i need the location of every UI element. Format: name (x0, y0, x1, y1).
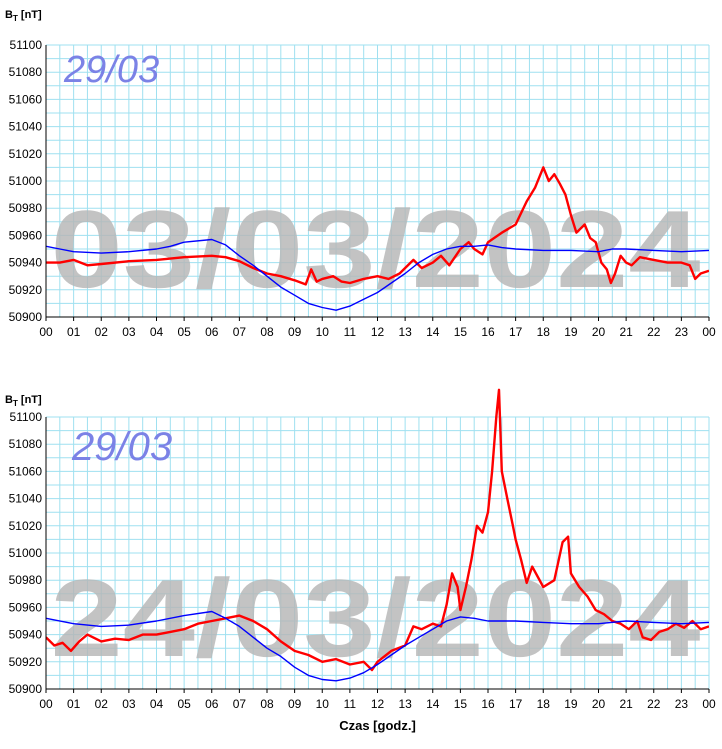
x-tick-label: 14 (426, 697, 440, 711)
x-tick-label: 11 (344, 697, 357, 711)
y-tick-label: 51000 (9, 546, 43, 560)
gridlines (45, 44, 710, 318)
x-tick-label: 01 (67, 325, 81, 339)
chart-panel-1: 03/03/2024 29/03 50900 50920 50940 50960 50980… (5, 9, 716, 339)
x-tick-label: 21 (619, 697, 633, 711)
series-group (46, 388, 709, 682)
y-tick-label: 50980 (9, 573, 43, 587)
series-line-red (46, 166, 709, 286)
y-tick-label: 50940 (9, 628, 43, 642)
x-tick-label: 07 (233, 697, 247, 711)
date-stamp: 29/03 (71, 425, 172, 469)
x-tick-label: 23 (675, 325, 689, 339)
x-tick-label: 18 (537, 697, 551, 711)
x-tick-label: 18 (537, 325, 551, 339)
x-tick-label: 09 (288, 325, 302, 339)
x-tick-label: 07 (233, 325, 247, 339)
x-tick-label: 10 (316, 325, 330, 339)
x-tick-label: 22 (647, 325, 661, 339)
y-tick-label: 50920 (9, 655, 43, 669)
y-tick-label: 51040 (9, 120, 43, 134)
x-tick-label: 03 (122, 697, 136, 711)
x-tick-label: 19 (564, 325, 578, 339)
x-tick-label: 10 (316, 697, 330, 711)
date-stamp: 29/03 (63, 49, 159, 91)
x-tick-label: 00 (39, 325, 53, 339)
x-tick-label: 11 (344, 325, 357, 339)
y-axis-label: BT [nT] (5, 9, 42, 23)
series-line-blue (46, 238, 709, 311)
x-tick-label: 21 (619, 325, 633, 339)
y-axis-label: BT [nT] (5, 394, 42, 408)
y-tick-label: 50940 (9, 256, 43, 270)
y-tick-label: 51060 (9, 464, 43, 478)
y-tick-label: 51020 (9, 519, 43, 533)
x-tick-label: 08 (260, 697, 274, 711)
y-tick-label: 51100 (10, 410, 43, 424)
x-tick-label: 05 (177, 325, 191, 339)
y-tick-label: 51040 (9, 492, 43, 506)
y-tick-label: 50920 (9, 283, 43, 297)
x-tick-label: 03 (122, 325, 136, 339)
x-tick-label: 12 (371, 325, 385, 339)
y-tick-label: 51080 (9, 437, 43, 451)
y-tick-label: 50960 (9, 228, 43, 242)
x-tick-label: 00 (702, 325, 716, 339)
x-tick-label: 17 (509, 697, 523, 711)
x-tick-label: 23 (675, 697, 689, 711)
x-tick-label: 13 (398, 325, 412, 339)
x-tick-label: 17 (509, 325, 523, 339)
x-tick-label: 01 (67, 697, 81, 711)
x-tick-label: 09 (288, 697, 302, 711)
x-tick-label: 16 (481, 697, 495, 711)
y-tick-label: 51080 (9, 65, 43, 79)
y-tick-label: 51020 (9, 147, 43, 161)
x-axis-label: Czas [godz.] (339, 718, 416, 733)
date-watermark: 24/03/2024 (51, 557, 701, 680)
date-watermark: 03/03/2024 (51, 188, 701, 311)
x-tick-label: 19 (564, 697, 578, 711)
gridlines (45, 416, 710, 690)
y-tick-label: 50900 (9, 682, 43, 696)
x-tick-label: 06 (205, 697, 219, 711)
x-tick-label: 08 (260, 325, 274, 339)
x-tick-label: 12 (371, 697, 385, 711)
x-tick-label: 04 (150, 697, 164, 711)
series-line-red (46, 388, 709, 672)
y-tick-label: 50980 (9, 201, 43, 215)
y-tick-label: 51000 (9, 174, 43, 188)
x-tick-label: 14 (426, 325, 440, 339)
x-tick-label: 13 (398, 697, 412, 711)
x-tick-label: 15 (454, 325, 468, 339)
x-tick-label: 00 (702, 697, 716, 711)
x-tick-label: 15 (454, 697, 468, 711)
series-group (46, 166, 709, 311)
y-tick-label: 51100 (10, 38, 43, 52)
y-tick-label: 51060 (9, 92, 43, 106)
chart-panel-2: 24/03/2024 29/03 50900 50920 50940 50960 50980… (5, 388, 716, 733)
x-tick-label: 06 (205, 325, 219, 339)
x-tick-label: 00 (39, 697, 53, 711)
y-tick-label: 50900 (9, 310, 43, 324)
x-tick-label: 22 (647, 697, 661, 711)
y-tick-label: 50960 (9, 600, 43, 614)
x-tick-label: 04 (150, 325, 164, 339)
x-tick-label: 05 (177, 697, 191, 711)
x-tick-label: 20 (592, 325, 606, 339)
x-tick-label: 16 (481, 325, 495, 339)
x-tick-label: 02 (95, 697, 109, 711)
x-tick-label: 20 (592, 697, 606, 711)
x-tick-label: 02 (95, 325, 109, 339)
series-line-blue (46, 610, 709, 682)
